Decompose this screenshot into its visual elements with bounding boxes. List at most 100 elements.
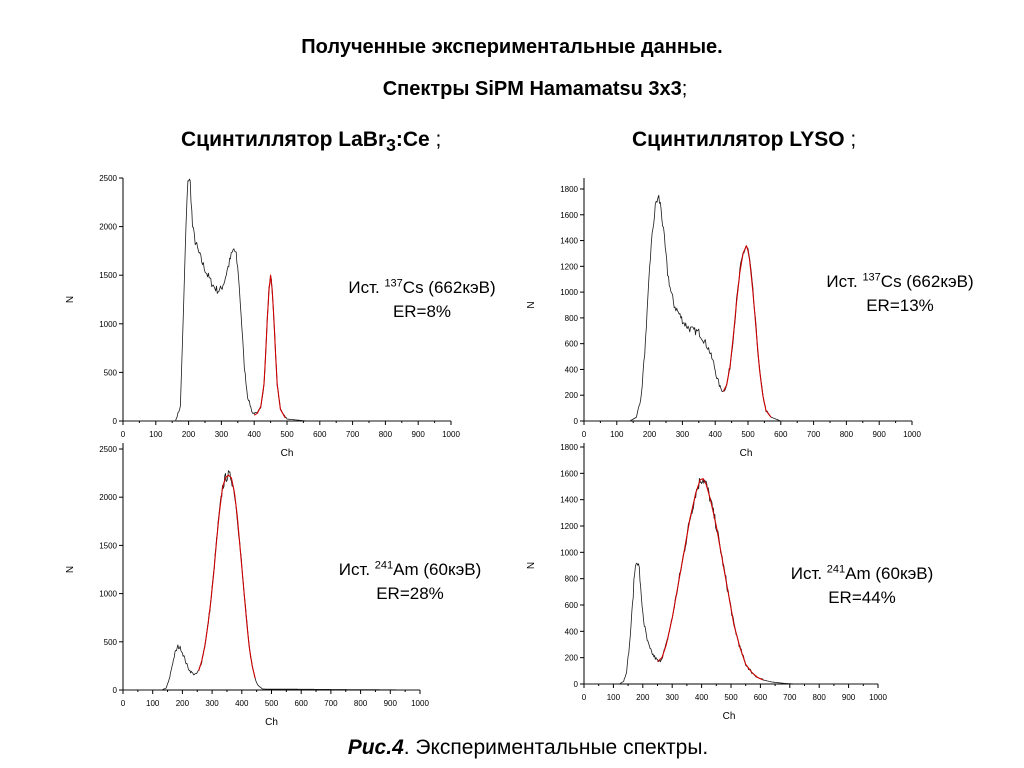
caption-label: Рис.4	[347, 736, 404, 759]
x-tick-label: 1000	[442, 430, 460, 439]
y-tick-label: 500	[104, 368, 118, 377]
x-tick-label: 200	[636, 693, 650, 702]
y-axis-label: N	[65, 566, 76, 573]
y-tick-label: 2000	[99, 223, 117, 232]
gaussian-fit-line	[657, 478, 764, 681]
figure-caption: Рис.4. Экспериментальные спектры.	[0, 736, 1024, 760]
x-tick-label: 500	[280, 430, 294, 439]
x-tick-label: 700	[346, 430, 360, 439]
x-tick-label: 200	[643, 430, 657, 439]
y-tick-label: 1600	[560, 211, 578, 220]
y-tick-label: 1000	[560, 288, 578, 297]
annotation-lyso-am: Ист. 241Am (60кэВ) ER=44%	[762, 562, 962, 610]
y-tick-label: 200	[565, 654, 579, 663]
x-tick-label: 1000	[903, 430, 921, 439]
x-tick-label: 300	[666, 693, 680, 702]
y-tick-label: 1400	[560, 237, 578, 246]
x-tick-label: 0	[121, 430, 126, 439]
y-axis-label: N	[65, 296, 76, 303]
x-tick-label: 100	[607, 693, 621, 702]
x-tick-label: 200	[182, 430, 196, 439]
y-tick-label: 1800	[560, 443, 578, 452]
x-tick-label: 400	[709, 430, 723, 439]
y-tick-label: 0	[574, 417, 579, 426]
x-tick-label: 300	[215, 430, 229, 439]
x-tick-label: 600	[774, 430, 788, 439]
page-subtitle: Спектры SiPM Hamamatsu 3x3;	[0, 78, 1024, 101]
y-tick-label: 2000	[99, 493, 117, 502]
annotation-labr-am: Ист. 241Am (60кэВ) ER=28%	[310, 558, 510, 606]
x-tick-label: 0	[121, 699, 126, 708]
y-tick-label: 0	[574, 680, 579, 689]
y-tick-label: 200	[565, 391, 579, 400]
column-title-labr-tail: ;	[429, 128, 442, 151]
y-tick-label: 1000	[99, 590, 117, 599]
x-tick-label: 800	[813, 693, 827, 702]
x-tick-label: 800	[354, 699, 368, 708]
ann-el: Cs (662кэВ)	[880, 272, 974, 291]
ann-er: ER=13%	[866, 296, 934, 315]
ann-el: Am (60кэВ)	[845, 564, 934, 583]
x-axis-label: Ch	[265, 717, 278, 728]
y-tick-label: 0	[113, 686, 118, 695]
ann-iso: 137	[384, 277, 403, 290]
gaussian-fit-line	[722, 245, 772, 418]
x-tick-label: 200	[176, 699, 190, 708]
y-tick-label: 400	[565, 365, 579, 374]
y-axis-label: N	[526, 562, 537, 569]
x-tick-label: 700	[807, 430, 821, 439]
x-tick-label: 1000	[869, 693, 887, 702]
y-tick-label: 1500	[99, 541, 117, 550]
x-tick-label: 500	[724, 693, 738, 702]
y-tick-label: 1800	[560, 185, 578, 194]
x-tick-label: 600	[313, 430, 327, 439]
x-tick-label: 600	[295, 699, 309, 708]
y-tick-label: 800	[565, 314, 579, 323]
chart-lyso-am: 0 100 200 300 400 500 600 700 800 900 1000 0 200 400 6…	[526, 443, 887, 722]
page-title: Полученные экспериментальные данные.	[301, 36, 723, 58]
x-tick-label: 100	[610, 430, 624, 439]
y-tick-label: 1200	[560, 522, 578, 531]
column-title-lyso: Сцинтиллятор LYSO ;	[632, 128, 856, 152]
y-tick-label: 1200	[560, 262, 578, 271]
x-tick-label: 500	[741, 430, 755, 439]
x-tick-label: 500	[265, 699, 279, 708]
ann-er: ER=44%	[828, 588, 896, 607]
x-tick-label: 900	[873, 430, 887, 439]
y-tick-label: 600	[565, 340, 579, 349]
gaussian-fit-line	[253, 274, 286, 419]
subtitle-tail: ;	[681, 78, 688, 100]
y-tick-label: 1400	[560, 496, 578, 505]
ann-src: Ист.	[348, 278, 385, 297]
x-axis-label: Ch	[740, 448, 753, 459]
x-axis-label: Ch	[281, 448, 294, 459]
chart-lyso-cs: 0 100 200 300 400 500 600 700 800 900 1000 0 200 400 6…	[526, 178, 921, 459]
column-title-labr-a: Сцинтиллятор LaBr	[181, 128, 387, 151]
x-tick-label: 400	[695, 693, 709, 702]
x-tick-label: 300	[676, 430, 690, 439]
ann-src: Ист.	[826, 272, 863, 291]
annotation-lyso-cs: Ист. 137Cs (662кэВ) ER=13%	[800, 270, 1000, 318]
ann-el: Cs (662кэВ)	[402, 278, 496, 297]
y-tick-label: 500	[104, 638, 118, 647]
x-tick-label: 100	[146, 699, 160, 708]
ann-src: Ист.	[790, 564, 827, 583]
y-tick-label: 1000	[560, 548, 578, 557]
chart-labr-cs: 0 100 200 300 400 500 600 700 800 900 1000 0 500 1000…	[65, 174, 460, 459]
x-tick-label: 0	[582, 430, 587, 439]
column-title-lyso-a: Сцинтиллятор LYSO	[632, 128, 845, 151]
y-tick-label: 1000	[99, 320, 117, 329]
x-tick-label: 0	[582, 693, 587, 702]
y-tick-label: 0	[113, 417, 118, 426]
x-tick-label: 700	[783, 693, 797, 702]
y-tick-label: 2500	[99, 445, 117, 454]
y-axis-label: N	[526, 301, 537, 308]
x-tick-label: 900	[842, 693, 856, 702]
column-title-labr: Сцинтиллятор LaBr3:Ce ;	[181, 128, 441, 156]
x-tick-label: 800	[840, 430, 854, 439]
ann-er: ER=8%	[392, 302, 452, 321]
x-tick-label: 400	[235, 699, 249, 708]
x-tick-label: 1000	[411, 699, 429, 708]
x-tick-label: 900	[412, 430, 426, 439]
